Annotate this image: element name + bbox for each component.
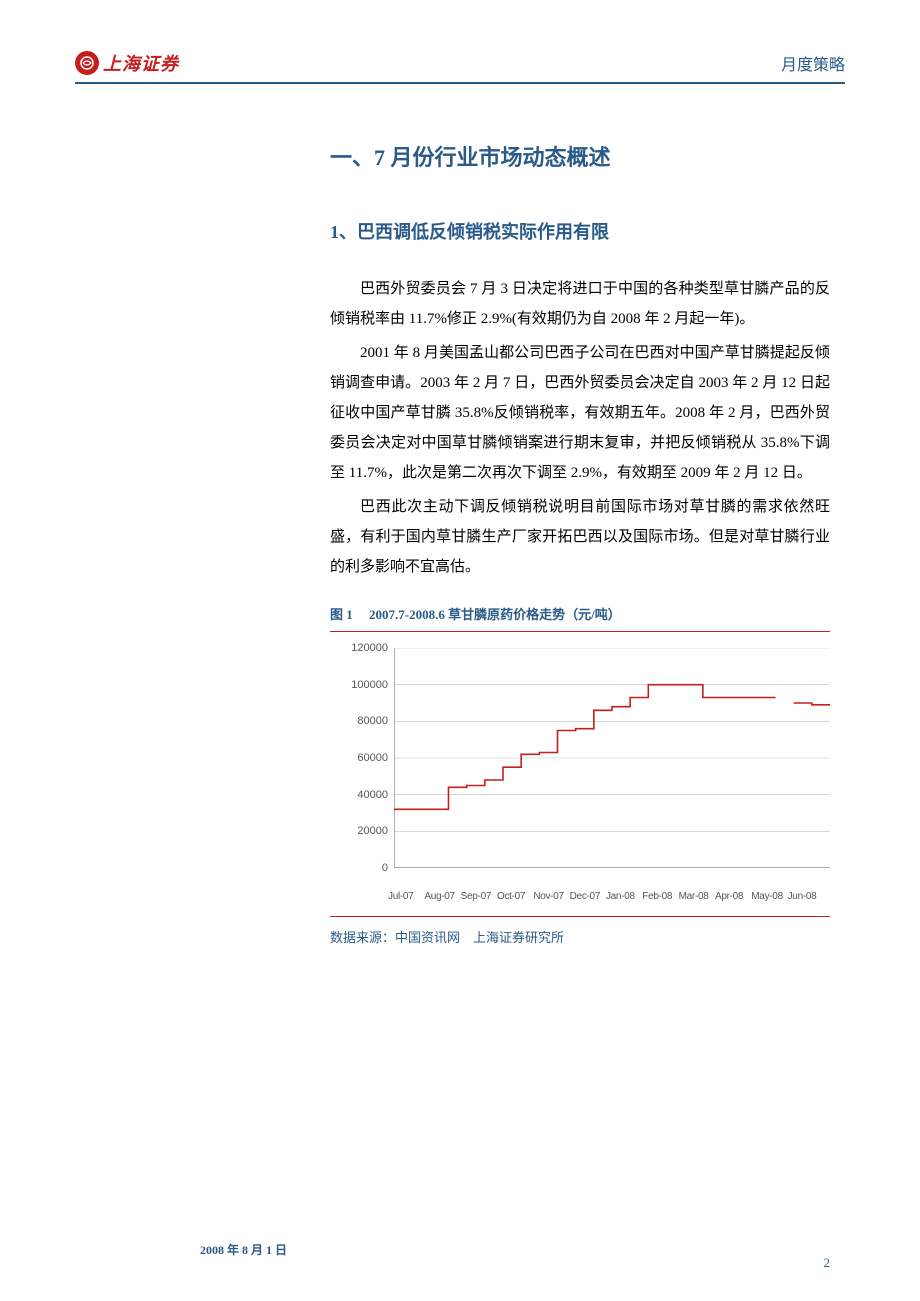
chart-container: 020000400006000080000100000120000 Jul-07… bbox=[330, 631, 830, 916]
brand-logo: 上海证券 bbox=[75, 50, 179, 76]
logo-icon bbox=[75, 51, 99, 75]
chart-plot-area bbox=[394, 648, 830, 868]
page-number: 2 bbox=[824, 1255, 831, 1271]
footer-date: 2008 年 8 月 1 日 bbox=[200, 1241, 287, 1258]
body-paragraph: 2001 年 8 月美国孟山都公司巴西子公司在巴西对中国产草甘膦提起反倾销调查申… bbox=[330, 338, 830, 488]
figure-caption: 图 1 2007.7-2008.6 草甘膦原药价格走势（元/吨） bbox=[330, 604, 830, 623]
chart-y-axis: 020000400006000080000100000120000 bbox=[340, 642, 394, 868]
document-type-label: 月度策略 bbox=[781, 51, 845, 75]
body-paragraph: 巴西此次主动下调反倾销税说明目前国际市场对草甘膦的需求依然旺盛，有利于国内草甘膦… bbox=[330, 492, 830, 582]
chart-x-axis: Jul-07Aug-07Sep-07Oct-07Nov-07Dec-07Jan-… bbox=[388, 891, 830, 902]
subsection-title: 1、巴西调低反倾销税实际作用有限 bbox=[330, 218, 830, 244]
section-title: 一、7 月份行业市场动态概述 bbox=[330, 140, 830, 172]
figure-source: 数据来源：中国资讯网 上海证券研究所 bbox=[330, 916, 830, 946]
body-paragraph: 巴西外贸委员会 7 月 3 日决定将进口于中国的各种类型草甘膦产品的反倾销税率由… bbox=[330, 274, 830, 334]
logo-text: 上海证券 bbox=[103, 50, 179, 76]
main-content: 一、7 月份行业市场动态概述 1、巴西调低反倾销税实际作用有限 巴西外贸委员会 … bbox=[330, 140, 830, 946]
price-trend-chart: 020000400006000080000100000120000 Jul-07… bbox=[340, 642, 830, 902]
page-header: 上海证券 月度策略 bbox=[75, 50, 845, 84]
